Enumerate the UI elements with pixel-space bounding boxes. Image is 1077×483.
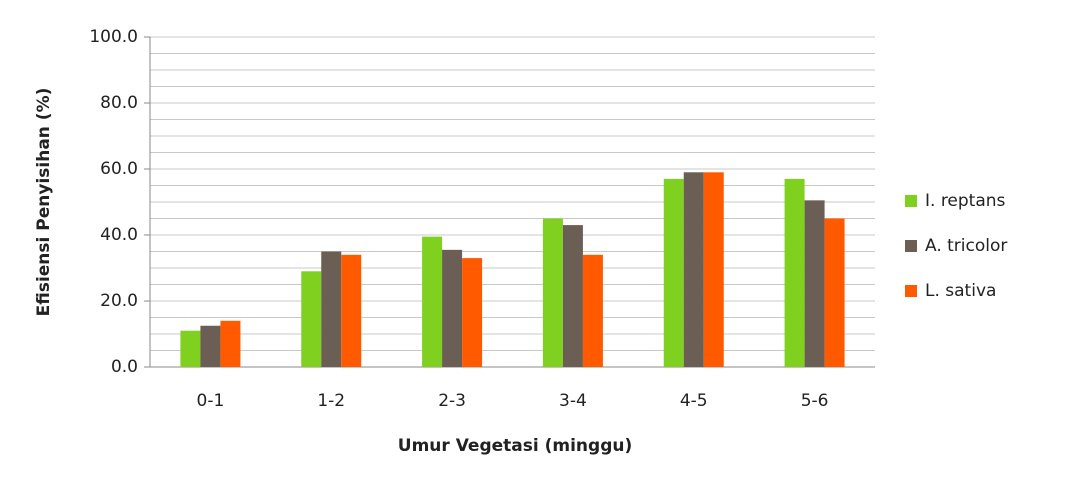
legend-label: A. tricolor xyxy=(925,236,1007,256)
y-tick-label: 0.0 xyxy=(111,357,138,377)
x-tick-label: 5-6 xyxy=(801,391,829,411)
bar xyxy=(220,320,241,367)
bar xyxy=(582,254,603,367)
legend-swatch xyxy=(905,195,917,207)
x-tick-label: 4-5 xyxy=(680,391,708,411)
bar xyxy=(804,200,825,367)
legend-label: L. sativa xyxy=(925,281,996,301)
bar xyxy=(784,178,805,367)
y-axis-title: Efisiensi Penyisihan (%) xyxy=(34,88,54,317)
y-tick-label: 20.0 xyxy=(100,291,138,311)
bar xyxy=(824,218,845,367)
legend-swatch xyxy=(905,285,917,297)
bar xyxy=(683,172,704,367)
legend-swatch xyxy=(905,240,917,252)
y-tick-label: 40.0 xyxy=(100,225,138,245)
bar xyxy=(341,254,362,367)
x-tick-label: 2-3 xyxy=(438,391,466,411)
y-tick-label: 80.0 xyxy=(100,93,138,113)
x-tick-label: 3-4 xyxy=(559,391,587,411)
bar xyxy=(200,325,221,367)
x-tick-label: 1-2 xyxy=(317,391,345,411)
bar xyxy=(301,271,322,367)
bar xyxy=(422,236,443,367)
y-tick-label: 60.0 xyxy=(100,159,138,179)
bar xyxy=(442,249,463,367)
x-tick-label: 0-1 xyxy=(197,391,225,411)
bar xyxy=(462,258,483,367)
bar xyxy=(542,218,563,367)
legend-label: I. reptans xyxy=(925,191,1006,211)
bar xyxy=(562,225,583,367)
bar xyxy=(703,172,724,367)
y-tick-label: 100.0 xyxy=(89,27,138,47)
bar xyxy=(321,251,342,367)
bar xyxy=(180,330,201,367)
bar xyxy=(663,178,684,367)
x-axis-title: Umur Vegetasi (minggu) xyxy=(398,436,632,456)
